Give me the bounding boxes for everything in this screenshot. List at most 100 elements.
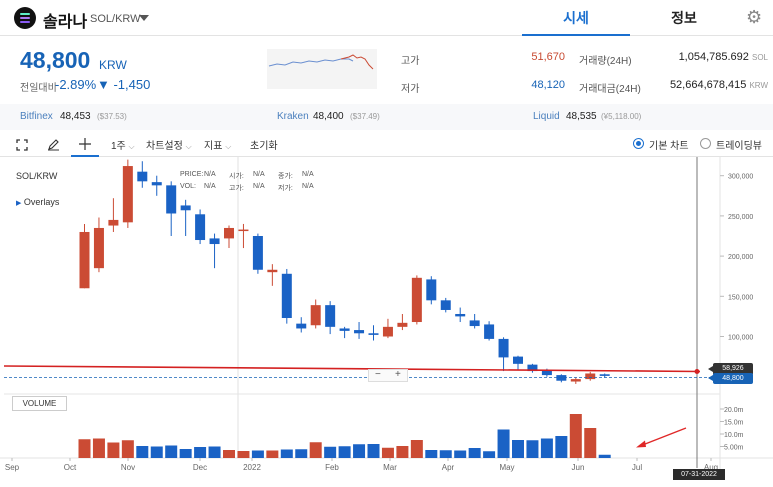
candle-body — [426, 279, 437, 301]
overlays-toggle[interactable]: ▶ Overlays — [16, 197, 59, 207]
volume-bar — [425, 450, 438, 458]
reset-button[interactable]: 초기화 — [250, 141, 278, 152]
exchange-name-kraken[interactable]: Kraken — [277, 111, 309, 122]
y-tick-label: 300,000 — [728, 174, 753, 181]
price-unit: KRW — [99, 58, 127, 72]
exchange-row: Bitfinex 48,453 ($37.53) Kraken 48,400 (… — [0, 104, 773, 130]
candle-body — [310, 305, 321, 326]
plot-background — [4, 157, 720, 458]
coin-name: 솔라나 — [43, 14, 88, 31]
volume-value: 1,054,785.692 — [678, 51, 749, 63]
radio-tradingview[interactable] — [700, 138, 711, 149]
candle-body — [585, 373, 596, 380]
drawn-line-handle — [694, 369, 700, 374]
y-tick-label: 150,000 — [728, 294, 753, 301]
volume-bar — [324, 446, 337, 458]
last-price-tag: 48,800 — [713, 373, 753, 384]
volume-bar — [353, 444, 366, 458]
vol-tick-label: 10.0m — [724, 432, 744, 439]
x-tick-label: Feb — [325, 463, 339, 472]
candle-body — [93, 227, 104, 269]
candle-body — [440, 300, 451, 310]
candle-body — [252, 236, 263, 270]
volume-bar — [497, 429, 510, 458]
x-tick-label: 2022 — [243, 463, 261, 472]
ohlc-high-label: 고가: — [229, 185, 244, 192]
interval-label: 1주 — [111, 141, 126, 152]
volume-bar — [483, 451, 496, 458]
x-tick-label: May — [499, 463, 514, 472]
chevron-down-icon: ⌵ — [185, 142, 192, 151]
volume-bar — [439, 450, 452, 458]
amount-24h: 52,664,678,415 KRW — [640, 79, 768, 91]
fullscreen-icon[interactable] — [16, 139, 28, 151]
candle-body — [339, 328, 350, 331]
amount-label: 거래대금(24H) — [579, 84, 641, 95]
candle-body — [513, 356, 523, 364]
indicators-menu[interactable]: 지표 ⌵ — [204, 137, 231, 152]
candle-body — [527, 364, 538, 372]
exchange-name-bitfinex[interactable]: Bitfinex — [20, 111, 53, 122]
candle-body — [224, 227, 234, 239]
chart-settings-menu[interactable]: 차트설정 ⌵ — [146, 137, 192, 152]
y-tick-label: 200,000 — [728, 254, 753, 261]
candle-body — [498, 338, 509, 358]
volume-bar — [150, 446, 163, 458]
volume-bar — [295, 449, 308, 458]
ohlc-open-label: 시가: — [229, 173, 244, 180]
drawn-horizontal-line — [3, 365, 701, 373]
radio-basic-chart[interactable] — [633, 138, 644, 149]
price-chart[interactable]: 300,000 250,000 200,000 150,000 100,000 20.0m… — [0, 157, 773, 487]
exchange-price-kraken: 48,400 — [313, 111, 344, 122]
candle-body — [296, 323, 307, 329]
candle-body — [281, 273, 292, 319]
ohlc-price-label: PRICE: — [180, 171, 204, 178]
candle-body — [556, 375, 567, 381]
y-tick-label: 250,000 — [728, 214, 753, 221]
last-tag-pointer — [708, 375, 713, 381]
candle-body — [238, 229, 249, 232]
zoom-in-button[interactable]: + — [395, 369, 401, 380]
ohlc-low-value: N/A — [302, 183, 314, 190]
volume-bar — [396, 446, 409, 458]
candle-body — [267, 269, 278, 273]
coin-pair: SOL/KRW — [90, 13, 141, 25]
x-tick-label: Mar — [383, 463, 397, 472]
volume-bar — [208, 446, 221, 458]
annotation-arrow-line — [639, 427, 687, 447]
ohlc-close-label: 종가: — [278, 173, 293, 180]
volume-bar — [280, 449, 293, 458]
overlays-label: Overlays — [23, 197, 60, 207]
gear-icon[interactable]: ⚙ — [746, 7, 763, 27]
radio-basic-label[interactable]: 기본 차트 — [649, 141, 689, 152]
volume-bar — [194, 447, 207, 458]
ohlc-low-label: 저가: — [278, 185, 293, 192]
candle-body — [541, 370, 552, 376]
low-label: 저가 — [401, 84, 420, 95]
indicators-label: 지표 — [204, 141, 223, 152]
exchange-price-bitfinex: 48,453 — [60, 111, 91, 122]
volume-24h: 1,054,785.692 SOL — [640, 51, 768, 63]
amount-value: 52,664,678,415 — [669, 79, 747, 91]
volume-bar — [179, 449, 192, 458]
exchange-name-liquid[interactable]: Liquid — [533, 111, 560, 122]
ohlc-high-value: N/A — [253, 183, 265, 190]
pencil-icon[interactable] — [47, 138, 60, 151]
x-tick-label: Sep — [5, 463, 20, 472]
chevron-down-icon: ⌵ — [225, 142, 232, 151]
volume-button[interactable]: VOLUME — [12, 396, 67, 411]
radio-tradingview-label[interactable]: 트레이딩뷰 — [716, 141, 762, 152]
crosshair-date-tag: 07-31-2022 — [673, 469, 725, 480]
volume-bar — [78, 439, 91, 458]
solana-logo-icon — [14, 7, 36, 29]
tab-quote[interactable]: 시세 — [522, 0, 630, 36]
crosshair-tool[interactable] — [71, 131, 99, 157]
sparkline-red-line — [340, 54, 374, 70]
chart-symbol: SOL/KRW — [16, 171, 58, 181]
interval-select[interactable]: 1주 ⌵ — [111, 137, 135, 152]
zoom-out-button[interactable]: − — [375, 369, 381, 380]
x-tick-label: Jun — [572, 463, 585, 472]
volume-bar — [540, 438, 553, 458]
chevron-down-icon[interactable] — [139, 15, 149, 21]
tab-info[interactable]: 정보 — [671, 10, 697, 26]
